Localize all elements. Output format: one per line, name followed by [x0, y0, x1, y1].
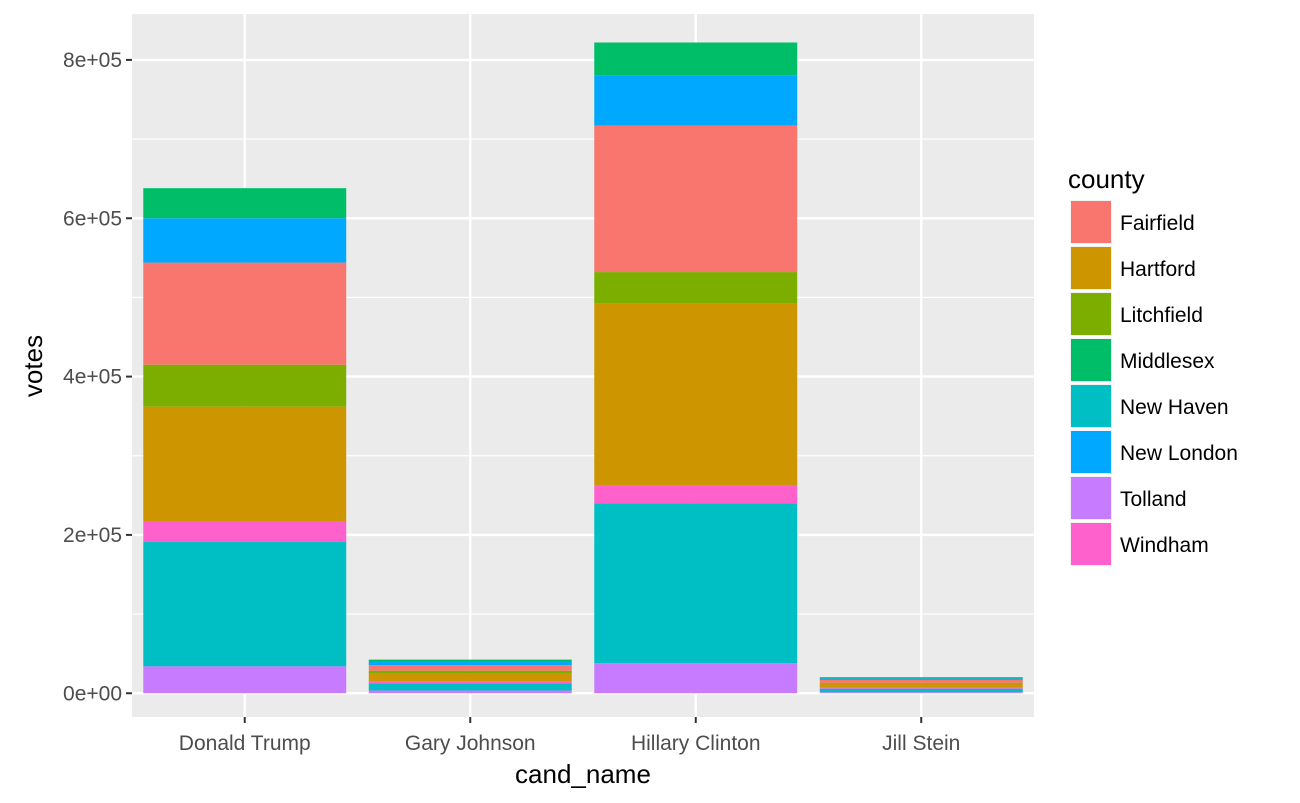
bar-segment	[819, 678, 1023, 680]
legend-label: Middlesex	[1120, 350, 1215, 373]
legend-key	[1071, 247, 1111, 289]
x-axis-title: cand_name	[515, 759, 651, 789]
bar-segment	[143, 188, 347, 219]
legend-key	[1071, 477, 1111, 519]
bar-segment	[594, 75, 798, 126]
bar-segment	[819, 687, 1023, 689]
bar-segment	[368, 661, 572, 666]
bar-segment	[819, 679, 1023, 683]
bar-segment	[594, 485, 798, 504]
legend-key	[1071, 385, 1111, 427]
bar-segment	[819, 677, 1023, 679]
legend-label: Windham	[1120, 534, 1209, 557]
bar-segment	[368, 681, 572, 684]
bar-segment	[594, 42, 798, 76]
legend-label: Fairfield	[1120, 212, 1195, 235]
y-tick-label: 4e+05	[63, 366, 122, 389]
bar-segment	[819, 688, 1023, 693]
bar-segment	[594, 125, 798, 273]
bar-segment	[368, 659, 572, 662]
bar-segment	[143, 521, 347, 543]
bars	[143, 42, 1023, 694]
legend-key	[1071, 523, 1111, 565]
legend-label: Litchfield	[1120, 304, 1203, 327]
bar-segment	[143, 406, 347, 522]
y-tick-label: 0e+00	[63, 682, 122, 705]
bar-segment	[143, 262, 347, 365]
bar-segment	[143, 364, 347, 407]
legend-key	[1071, 293, 1111, 335]
bar-segment	[594, 303, 798, 486]
bar-segment	[368, 673, 572, 682]
y-tick-label: 2e+05	[63, 524, 122, 547]
legend-key	[1071, 339, 1111, 381]
x-tick-label: Gary Johnson	[405, 732, 536, 755]
bar-segment	[594, 272, 798, 304]
legend-label: Hartford	[1120, 258, 1196, 281]
bar-segment	[368, 670, 572, 674]
legend-key	[1071, 201, 1111, 243]
bar-segment	[368, 683, 572, 691]
bar-segment	[819, 692, 1023, 694]
bar-segment	[143, 542, 347, 667]
x-tick-label: Donald Trump	[179, 732, 311, 755]
bar-segment	[368, 665, 572, 671]
x-axis: Donald Trump Gary Johnson Hillary Clinton J…	[179, 717, 960, 755]
legend-label: New Haven	[1120, 396, 1229, 419]
x-tick-label: Jill Stein	[882, 732, 960, 755]
x-tick-label: Hillary Clinton	[631, 732, 761, 755]
legend: county Fairfield Hartford Litchfield Middle…	[1068, 164, 1238, 566]
legend-title: county	[1068, 164, 1145, 194]
legend-key	[1071, 431, 1111, 473]
bar-segment	[594, 503, 798, 664]
legend-label: New London	[1120, 442, 1238, 465]
legend-label: Tolland	[1120, 488, 1187, 511]
y-tick-label: 8e+05	[63, 49, 122, 72]
bar-segment	[143, 666, 347, 694]
y-axis: 0e+00 2e+05 4e+05 6e+05 8e+05	[63, 49, 132, 705]
y-tick-label: 6e+05	[63, 207, 122, 230]
bar-segment	[368, 690, 572, 694]
bar-segment	[143, 218, 347, 263]
y-axis-title: votes	[18, 335, 48, 397]
bar-segment	[819, 682, 1023, 684]
bar-segment	[594, 663, 798, 694]
bar-segment	[819, 683, 1023, 688]
legend-items: Fairfield Hartford Litchfield Middlesex New …	[1070, 200, 1238, 566]
